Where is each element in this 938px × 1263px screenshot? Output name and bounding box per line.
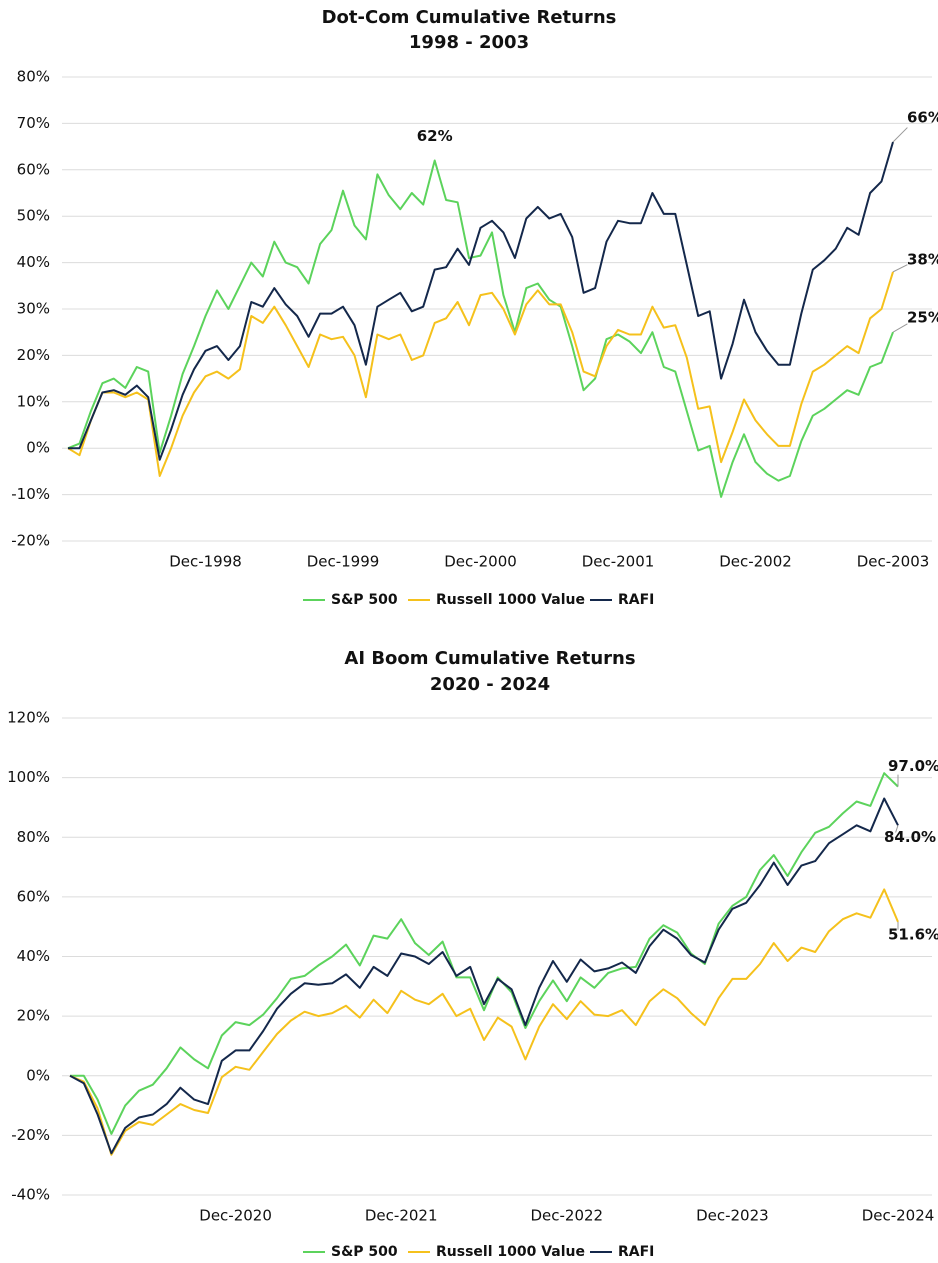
x-tick-label: Dec-1998 bbox=[169, 553, 242, 571]
data-label: 84.0% bbox=[884, 828, 936, 846]
y-tick-label: 80% bbox=[17, 828, 50, 846]
x-tick-label: Dec-2001 bbox=[582, 553, 655, 571]
leader-line bbox=[892, 264, 908, 273]
data-label: 51.6% bbox=[888, 925, 938, 943]
legend-label: Russell 1000 Value bbox=[436, 1244, 585, 1260]
x-tick-label: Dec-2022 bbox=[530, 1207, 603, 1225]
chart-subtitle: 2020 - 2024 bbox=[430, 674, 550, 695]
data-label: 97.0% bbox=[888, 757, 938, 775]
legend-label: RAFI bbox=[618, 592, 654, 608]
y-tick-label: 40% bbox=[17, 947, 50, 965]
series-line bbox=[67, 159, 894, 498]
y-tick-label: 20% bbox=[17, 1007, 50, 1025]
data-label: 62% bbox=[417, 127, 453, 145]
y-tick-label: 10% bbox=[17, 392, 50, 410]
leader-line bbox=[895, 825, 899, 833]
y-tick-label: 50% bbox=[17, 207, 50, 225]
x-tick-label: Dec-2021 bbox=[365, 1207, 438, 1225]
legend-label: S&P 500 bbox=[331, 592, 398, 608]
x-tick-label: Dec-2020 bbox=[199, 1207, 272, 1225]
y-tick-label: -20% bbox=[11, 532, 50, 550]
x-tick-label: Dec-2000 bbox=[444, 553, 517, 571]
chart-title: Dot-Com Cumulative Returns bbox=[322, 7, 617, 28]
x-tick-label: Dec-2002 bbox=[719, 553, 792, 571]
y-tick-label: 20% bbox=[17, 346, 50, 364]
leader-line bbox=[892, 323, 908, 333]
series-line bbox=[67, 271, 894, 477]
y-tick-label: -20% bbox=[11, 1126, 50, 1144]
y-tick-label: 120% bbox=[7, 709, 50, 727]
x-tick-label: Dec-2023 bbox=[696, 1207, 769, 1225]
y-tick-label: 0% bbox=[26, 439, 50, 457]
data-label: 25% bbox=[907, 309, 938, 327]
x-tick-label: Dec-2024 bbox=[862, 1207, 935, 1225]
series-line bbox=[70, 772, 899, 1135]
data-label: 66% bbox=[907, 108, 938, 126]
y-tick-label: 30% bbox=[17, 300, 50, 318]
y-tick-label: 60% bbox=[17, 160, 50, 178]
series-line bbox=[69, 797, 899, 1155]
y-tick-label: 100% bbox=[7, 768, 50, 786]
series-line bbox=[69, 888, 899, 1156]
x-tick-label: Dec-1999 bbox=[307, 553, 380, 571]
data-label: 38% bbox=[907, 250, 938, 268]
y-tick-label: 40% bbox=[17, 253, 50, 271]
y-tick-label: 0% bbox=[26, 1066, 50, 1084]
legend-label: S&P 500 bbox=[331, 1244, 398, 1260]
x-tick-label: Dec-2003 bbox=[857, 553, 930, 571]
y-tick-label: -10% bbox=[11, 485, 50, 503]
legend-label: RAFI bbox=[618, 1244, 654, 1260]
chart-title: AI Boom Cumulative Returns bbox=[344, 648, 635, 669]
y-tick-label: 60% bbox=[17, 887, 50, 905]
y-tick-label: 80% bbox=[17, 68, 50, 86]
series-line bbox=[68, 141, 894, 461]
chart-subtitle: 1998 - 2003 bbox=[409, 32, 529, 53]
y-tick-label: 70% bbox=[17, 114, 50, 132]
legend-label: Russell 1000 Value bbox=[436, 592, 585, 608]
leader-line bbox=[892, 127, 908, 143]
y-tick-label: -40% bbox=[11, 1186, 50, 1204]
